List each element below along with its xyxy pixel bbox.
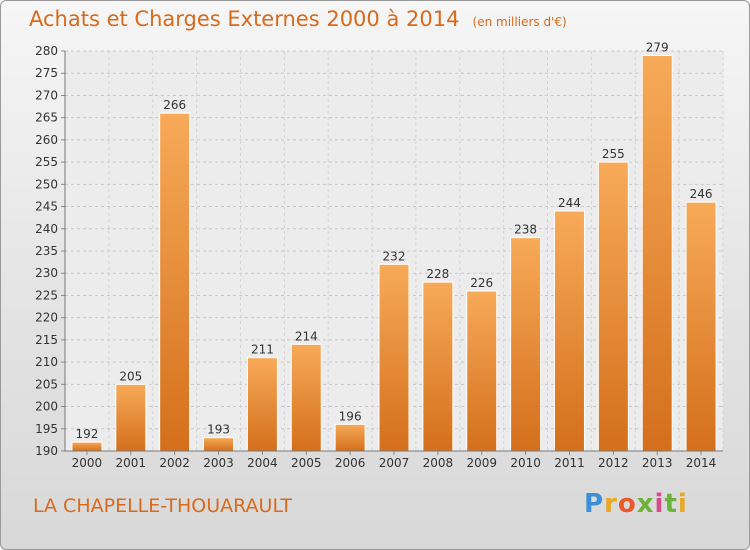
x-tick-label-2009: 2009 <box>466 456 497 470</box>
y-tick-label: 195 <box>35 422 58 436</box>
proxiti-logo[interactable]: Proxiti <box>584 489 688 519</box>
data-label-2009: 226 <box>470 276 493 290</box>
axis-layer: 190 195 200 205 210 215 220 225 230 235 240 245 250 2… <box>35 44 723 470</box>
y-tick-label: 200 <box>35 400 58 414</box>
y-tick-label: 275 <box>35 66 58 80</box>
y-tick-label: 270 <box>35 88 58 102</box>
data-label-2003: 193 <box>207 423 230 437</box>
chart-title: Achats et Charges Externes 2000 à 2014 <box>29 7 460 31</box>
x-tick-label-2014: 2014 <box>686 456 717 470</box>
bar-2014[interactable] <box>685 201 717 452</box>
x-tick-label-2001: 2001 <box>116 456 147 470</box>
x-tick-label-2002: 2002 <box>159 456 190 470</box>
y-tick-label: 235 <box>35 244 58 258</box>
x-tick-label-2004: 2004 <box>247 456 278 470</box>
data-label-2013: 279 <box>646 40 669 54</box>
y-tick-label: 280 <box>35 44 58 58</box>
bar-2007[interactable] <box>378 263 410 452</box>
x-tick-label-2013: 2013 <box>642 456 673 470</box>
y-tick-label: 265 <box>35 111 58 125</box>
bar-2011[interactable] <box>553 210 585 452</box>
bar-2010[interactable] <box>510 237 542 452</box>
title-row: Achats et Charges Externes 2000 à 2014 (… <box>29 7 567 31</box>
y-tick-label: 255 <box>35 155 58 169</box>
data-label-2004: 211 <box>251 343 274 357</box>
x-tick-label-2010: 2010 <box>510 456 541 470</box>
bar-2003[interactable] <box>203 437 235 452</box>
y-tick-label: 210 <box>35 355 58 369</box>
y-tick-label: 250 <box>35 177 58 191</box>
data-label-2008: 228 <box>426 267 449 281</box>
y-tick-label: 230 <box>35 266 58 280</box>
bar-2004[interactable] <box>246 357 278 452</box>
data-label-2012: 255 <box>602 147 625 161</box>
bar-2006[interactable] <box>334 423 366 452</box>
bar-2001[interactable] <box>115 383 147 452</box>
x-tick-label-2008: 2008 <box>423 456 454 470</box>
bar-2005[interactable] <box>290 343 322 452</box>
x-tick-label-2011: 2011 <box>554 456 585 470</box>
data-label-2011: 244 <box>558 196 581 210</box>
chart-unit: (en milliers d'€) <box>472 15 567 29</box>
bar-2008[interactable] <box>422 281 454 452</box>
data-label-2014: 246 <box>690 187 713 201</box>
y-tick-label: 190 <box>35 444 58 458</box>
y-tick-label: 225 <box>35 288 58 302</box>
bar-2000[interactable] <box>71 441 103 452</box>
bar-2013[interactable] <box>641 54 673 452</box>
x-tick-label-2000: 2000 <box>72 456 103 470</box>
x-tick-label-2006: 2006 <box>335 456 366 470</box>
town-name: LA CHAPELLE-THOUARAULT <box>33 495 293 517</box>
data-label-2007: 232 <box>383 249 406 263</box>
x-tick-label-2003: 2003 <box>203 456 234 470</box>
y-tick-label: 220 <box>35 311 58 325</box>
bar-2009[interactable] <box>466 290 498 452</box>
y-tick-label: 205 <box>35 377 58 391</box>
data-label-2002: 266 <box>163 98 186 112</box>
y-tick-label: 260 <box>35 133 58 147</box>
data-label-2006: 196 <box>339 409 362 423</box>
y-tick-label: 245 <box>35 200 58 214</box>
data-label-2001: 205 <box>119 369 142 383</box>
x-tick-label-2005: 2005 <box>291 456 322 470</box>
data-label-2005: 214 <box>295 329 318 343</box>
x-tick-label-2007: 2007 <box>379 456 410 470</box>
y-tick-label: 240 <box>35 222 58 236</box>
y-tick-label: 215 <box>35 333 58 347</box>
x-tick-label-2012: 2012 <box>598 456 629 470</box>
data-label-2000: 192 <box>75 427 98 441</box>
bar-2012[interactable] <box>597 161 629 452</box>
bar-2002[interactable] <box>159 112 191 452</box>
data-label-2010: 238 <box>514 223 537 237</box>
